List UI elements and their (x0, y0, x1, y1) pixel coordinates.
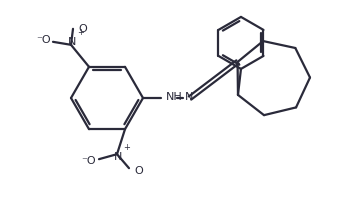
Text: N: N (185, 92, 193, 102)
Text: N: N (68, 37, 76, 47)
Text: ⁻O: ⁻O (37, 35, 51, 45)
Text: O: O (135, 166, 143, 176)
Text: +: + (123, 143, 130, 152)
Text: ⁻O: ⁻O (82, 156, 96, 166)
Text: +: + (77, 28, 84, 37)
Text: N: N (114, 152, 122, 162)
Text: NH: NH (166, 92, 183, 102)
Text: O: O (79, 24, 87, 34)
